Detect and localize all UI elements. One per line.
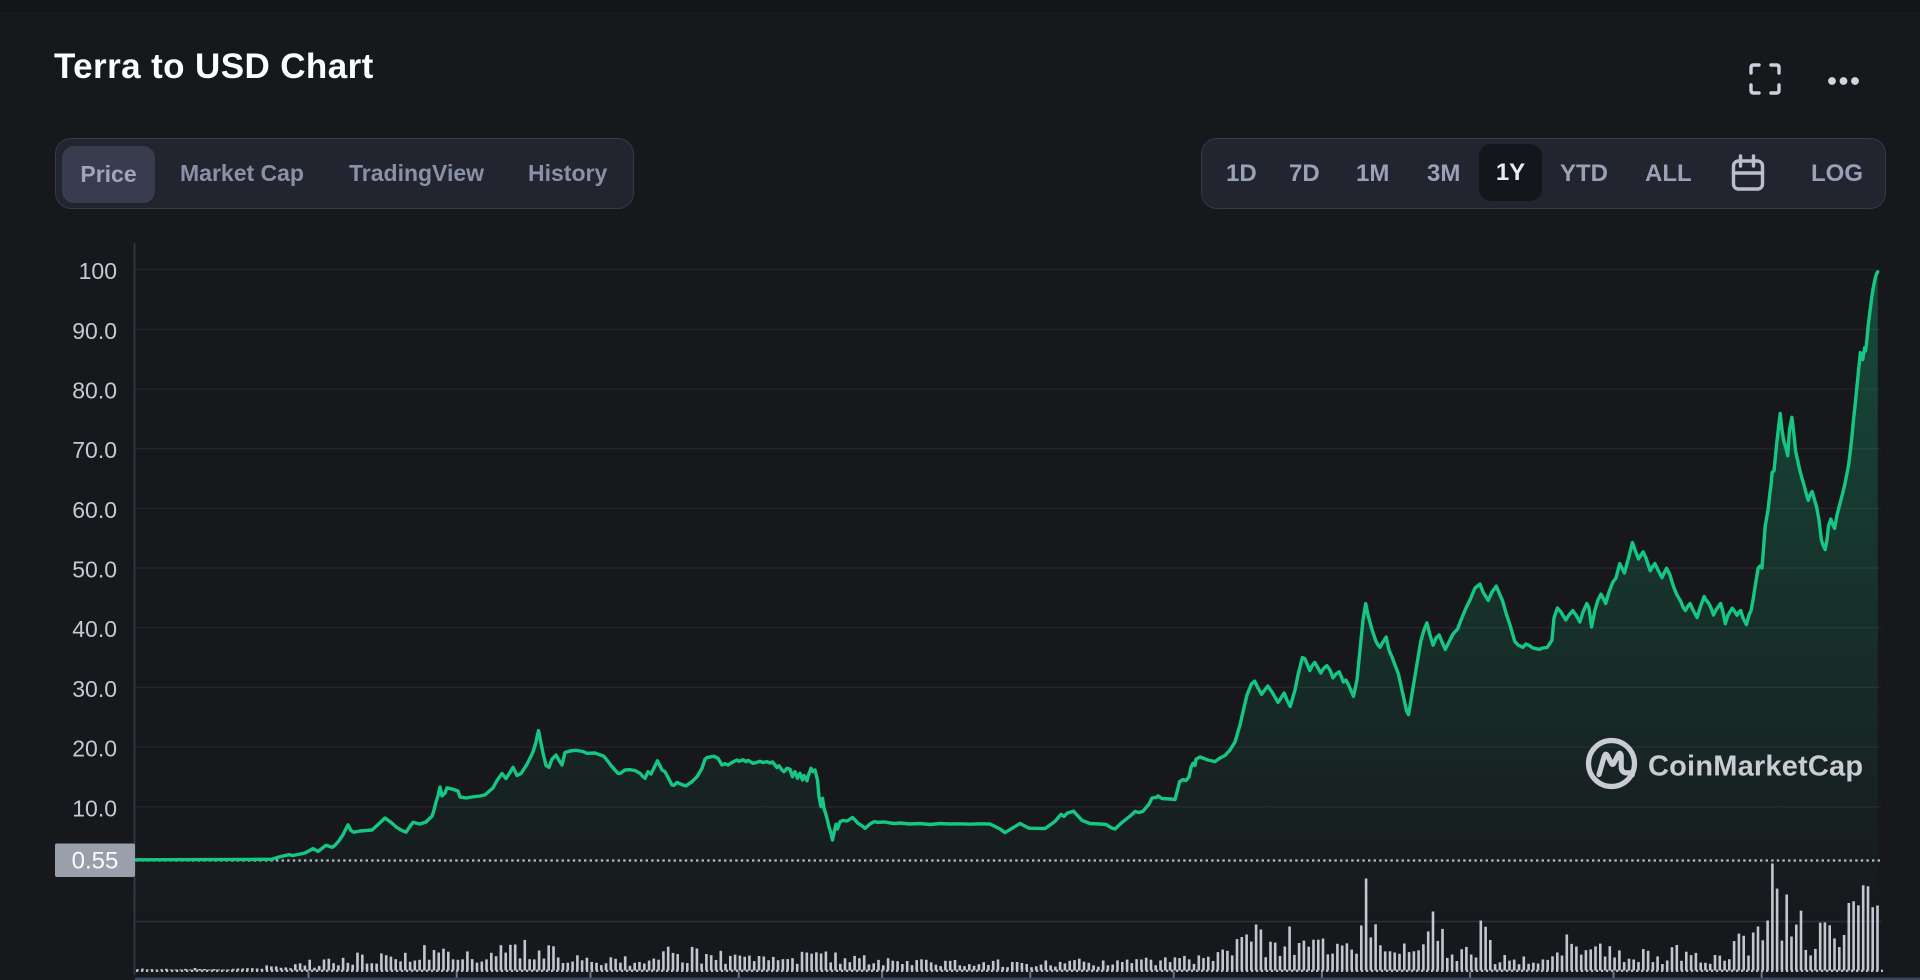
svg-text:50.0: 50.0 [72,557,117,583]
svg-text:20.0: 20.0 [72,736,117,762]
svg-text:0.55: 0.55 [72,848,119,875]
svg-text:60.0: 60.0 [72,497,117,523]
svg-text:10.0: 10.0 [72,795,117,821]
svg-text:100: 100 [79,258,117,284]
svg-text:80.0: 80.0 [72,378,117,404]
svg-text:CoinMarketCap: CoinMarketCap [1648,751,1863,783]
svg-text:40.0: 40.0 [72,616,117,642]
svg-text:70.0: 70.0 [72,437,117,463]
svg-text:30.0: 30.0 [72,676,117,702]
svg-text:90.0: 90.0 [72,318,117,344]
